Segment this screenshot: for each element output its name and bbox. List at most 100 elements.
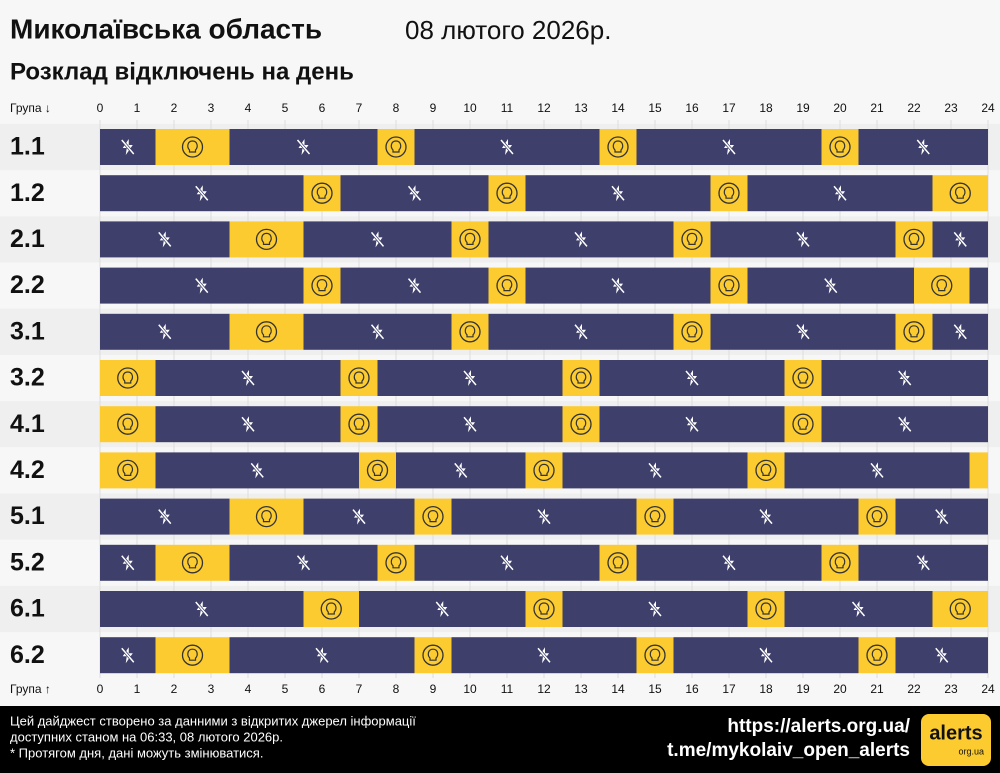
icon-strike [296,555,311,571]
x-tick-label: 19 [796,682,810,696]
icon-bulb [464,325,476,338]
footer-link[interactable]: t.me/mykolaiv_open_alerts [667,740,910,761]
footer-link[interactable]: https://alerts.org.ua/ [727,716,910,737]
group-label: 5.2 [10,548,45,576]
x-tick-label: 10 [463,101,477,115]
icon-bulb [122,371,134,384]
icon-shape [607,136,629,158]
icon-shape [866,644,888,666]
icon-strike [241,370,255,386]
segment-on [359,452,396,489]
icon-off [240,416,256,433]
icon-shape [718,182,740,204]
x-tick-label: 5 [282,101,289,115]
icon-shape [255,505,278,528]
icon-off [453,462,468,479]
icon-on [755,459,777,482]
icon-bulb [575,371,587,384]
icon-bulb [723,279,735,292]
icon-off [721,554,737,571]
icon-on [644,644,666,666]
segment-on [155,637,230,674]
chart-subtitle: Розклад відключень на день [10,58,354,85]
icon-strike [870,462,884,478]
icon-strike [500,555,514,571]
x-tick-label: 13 [574,682,588,696]
icon-off [573,323,589,340]
icon-off [351,508,367,525]
icon-on [348,413,370,435]
icon-strike [195,278,209,294]
icon-strike [537,509,551,525]
icon-bulb [390,556,402,569]
icon-off [250,462,265,479]
icon-bulb [538,602,550,615]
icon-strike [121,555,135,571]
icon-on [866,505,888,528]
icon-shape [385,136,407,158]
icon-bulb [908,325,920,338]
x-tick-label: 21 [870,101,884,115]
icon-off [120,647,135,664]
segment-on [895,313,933,350]
segment-on [710,267,748,304]
icon-on [496,274,518,297]
segment-on [821,129,859,165]
icon-shape [348,413,370,435]
icon-strike [158,231,172,247]
icon-off [573,231,589,248]
x-tick-label: 4 [245,101,252,115]
icon-on [681,228,703,251]
icon-on [718,182,740,204]
icon-bulb [797,371,809,384]
icon-bulb [538,463,550,476]
icon-shape [366,459,389,482]
icon-bulb [936,279,948,292]
axis-label: Група ↓ [10,101,51,115]
x-tick-label: 22 [907,682,921,696]
icon-on [931,274,953,297]
segment-on [155,129,230,165]
icon-strike [407,278,422,294]
icon-shape [496,274,518,297]
x-tick-label: 8 [393,101,400,115]
icon-bulb [760,463,772,476]
icon-on [533,459,555,482]
icon-off [647,601,663,617]
icon-bulb [353,371,365,384]
segment-on [821,544,859,581]
icon-bulb [372,463,383,476]
icon-bulb [501,186,513,199]
icon-on [459,321,481,343]
icon-shape [348,367,370,389]
icon-strike [611,185,625,201]
icon-off [157,508,172,525]
icon-off [610,185,626,202]
segment-on [414,637,452,674]
icon-strike [722,555,736,571]
icon-strike [759,509,773,525]
footer-note: Цей дайджест створено за данними з відкр… [10,713,416,728]
icon-on [255,228,278,251]
icon-bulb [316,186,328,199]
icon-off [499,554,515,571]
group-label: 3.1 [10,317,45,345]
logo-domain: org.ua [958,746,984,756]
icon-off [370,231,385,248]
icon-shape [903,228,925,251]
icon-bulb [390,140,402,153]
icon-shape [755,459,777,482]
icon-shape [496,182,518,204]
icon-strike [824,278,838,294]
segment-on [636,637,674,674]
icon-shape [117,459,139,482]
icon-shape [533,459,555,482]
icon-bulb [575,417,587,430]
icon-shape [570,367,592,389]
icon-on [607,552,629,574]
icon-strike [241,416,255,432]
icon-on [755,598,777,620]
icon-off [934,647,949,664]
icon-shape [311,274,333,297]
icon-shape [829,136,851,158]
